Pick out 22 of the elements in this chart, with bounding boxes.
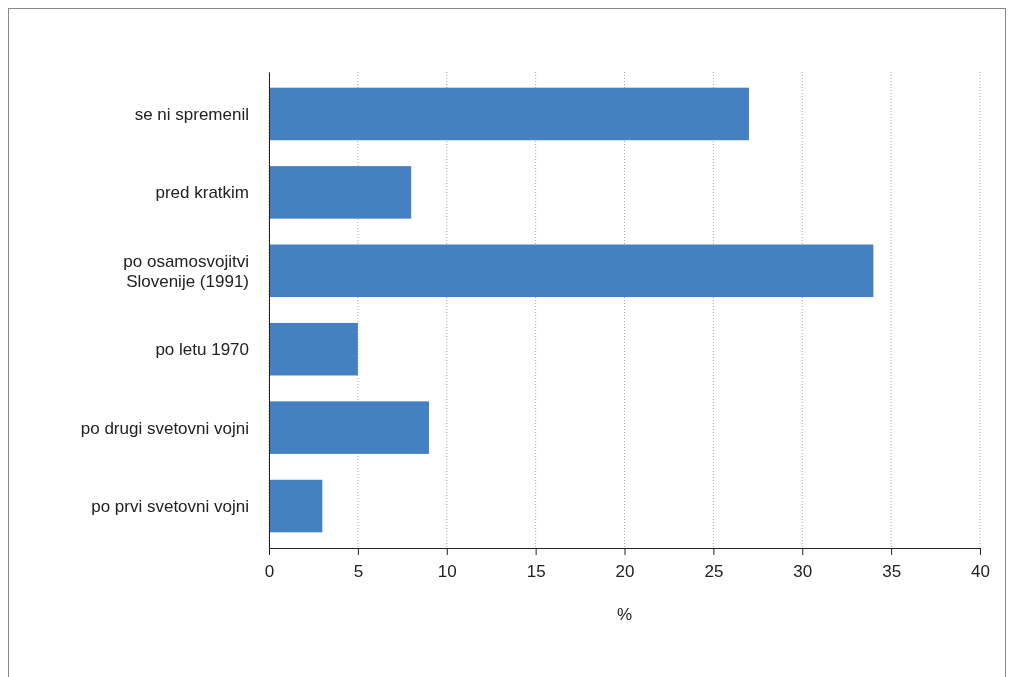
- bar: [269, 87, 749, 141]
- y-tick-label: po osamosvojitvi Slovenije (1991): [123, 251, 249, 291]
- bar: [269, 401, 429, 454]
- x-tick-label: 15: [526, 561, 546, 581]
- y-tick-label: pred kratkim: [155, 183, 249, 203]
- y-tick-label: po prvi svetovni vojni: [91, 497, 249, 516]
- y-tick-label: se ni spremenil: [134, 104, 249, 124]
- y-tick-label: po drugi svetovni vojni: [80, 418, 249, 438]
- x-tick-label: 25: [704, 561, 724, 581]
- x-tick-label: 20: [615, 561, 635, 581]
- bar: [269, 166, 412, 219]
- x-tick-label: 40: [971, 561, 990, 581]
- x-axis-title: %: [616, 605, 633, 624]
- y-tick-label: po letu 1970: [155, 340, 249, 360]
- bar: [269, 322, 358, 376]
- x-tick-label: 35: [882, 561, 902, 581]
- x-tick-label: 5: [353, 561, 364, 581]
- x-tick-label: 0: [264, 561, 275, 581]
- x-tick-label: 10: [437, 561, 457, 581]
- x-tick-label: 30: [793, 561, 813, 581]
- bar: [269, 479, 323, 533]
- bar: [269, 244, 874, 298]
